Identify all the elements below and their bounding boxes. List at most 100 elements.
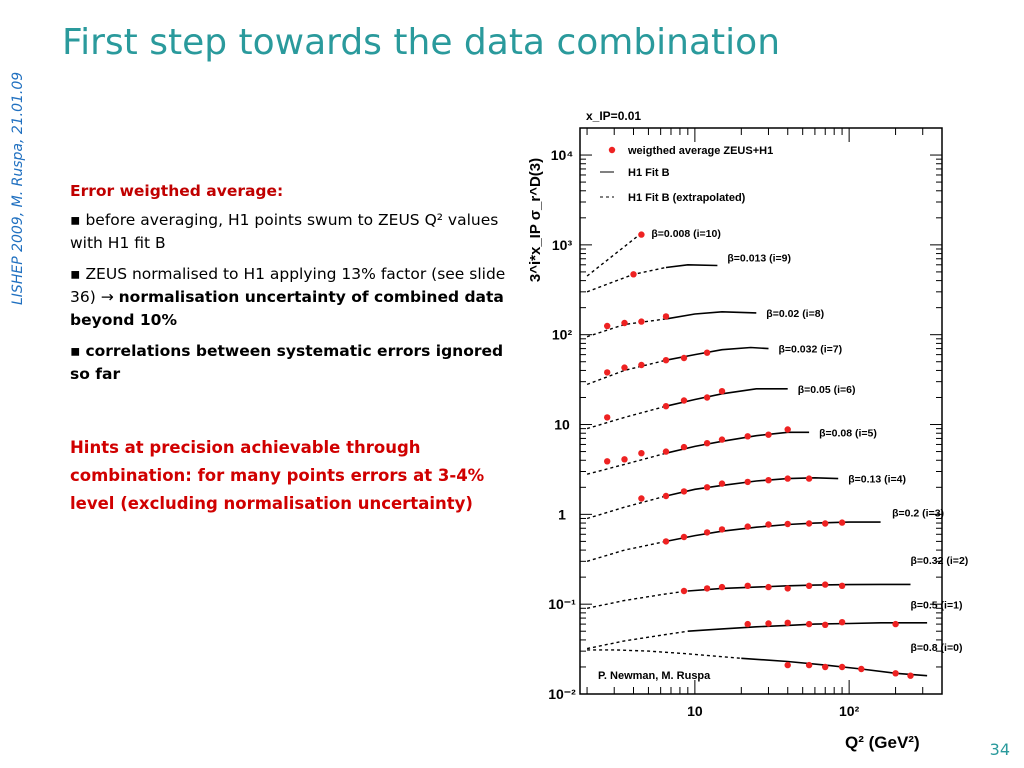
data-point (604, 322, 611, 330)
y-tick-label: 10⁻¹ (548, 596, 576, 612)
slide-title: First step towards the data combination (62, 22, 781, 63)
bullet-2: ▪ ZEUS normalised to H1 applying 13% fac… (70, 265, 506, 329)
data-point (638, 231, 645, 238)
data-point (784, 520, 791, 528)
data-point (805, 520, 813, 527)
arrow-icon: → (100, 288, 114, 306)
data-point (718, 388, 726, 395)
data-point (662, 403, 670, 410)
data-point (784, 475, 791, 482)
fit-curve-extrapolated (586, 318, 667, 338)
data-point (744, 478, 751, 486)
fit-curve (665, 521, 881, 543)
data-point (718, 480, 726, 487)
series-labels: β=0.008 (i=10) β=0.013 (i=9) β=0.02 (i=8) β… (651, 228, 968, 654)
data-point (744, 433, 751, 440)
fit-curve-extrapolated (586, 630, 688, 650)
panel-label: x_IP=0.01 (586, 109, 641, 123)
fit-curve-extrapolated (586, 540, 667, 562)
data-point (805, 620, 813, 628)
series-label: β=0.008 (i=10) (651, 228, 720, 240)
data-point (604, 369, 611, 376)
legend: weigthed average ZEUS+H1 H1 Fit B H1 Fit… (600, 145, 773, 204)
data-point (621, 319, 628, 327)
fit-curve (665, 431, 810, 454)
fit-curve-extrapolated (586, 266, 667, 293)
bullet-1-text: before averaging, H1 points swum to ZEUS… (70, 211, 499, 252)
data-point (680, 354, 688, 362)
fit-curves (586, 232, 928, 677)
series-label: β=0.8 (i=0) (911, 642, 963, 654)
data-point (765, 431, 772, 438)
data-point (858, 665, 865, 673)
series-label: β=0.032 (i=7) (779, 344, 843, 356)
data-point (744, 620, 751, 628)
data-point (718, 526, 726, 533)
fit-curve-extrapolated (586, 405, 667, 430)
data-point (907, 672, 914, 679)
data-point (838, 582, 846, 589)
data-point (718, 436, 726, 443)
data-point (822, 581, 829, 588)
data-point (630, 271, 637, 278)
data-point (680, 443, 688, 451)
data-points (604, 231, 914, 679)
series-label: β=0.05 (i=6) (798, 384, 856, 396)
series-label: β=0.13 (i=4) (848, 474, 906, 486)
data-point (680, 397, 688, 404)
bullet-3-text: correlations between systematic errors i… (70, 342, 504, 383)
y-tick-label: 10³ (552, 237, 573, 253)
fit-curve (665, 263, 718, 269)
data-point (703, 484, 711, 491)
fit-curve (665, 476, 839, 497)
page-number: 34 (989, 740, 1010, 759)
fit-curve (665, 310, 757, 320)
legend-entry-fit: H1 Fit B (628, 167, 670, 179)
data-point (703, 585, 711, 592)
data-point (703, 349, 711, 356)
x-tick-labels: 10 10² (687, 703, 859, 719)
bullet-1: ▪ before averaging, H1 points swum to ZE… (70, 211, 499, 252)
data-point (662, 448, 670, 455)
data-point (805, 475, 813, 482)
data-point (838, 663, 846, 671)
credit-label: P. Newman, M. Ruspa (598, 670, 711, 682)
fit-curve-extrapolated (586, 232, 642, 277)
data-point (604, 414, 611, 421)
data-point (822, 621, 829, 628)
y-tick-label: 10² (552, 327, 573, 343)
x-axis-label: Q² (GeV²) (845, 733, 920, 752)
y-tick-label: 10⁴ (551, 147, 574, 163)
bullet-2-text: ZEUS normalised to H1 applying 13% facto… (70, 265, 506, 306)
data-point (838, 519, 846, 526)
data-point (765, 521, 772, 528)
y-tick-labels: 10⁻² 10⁻¹ 1 10 10² 10³ 10⁴ (548, 147, 576, 702)
series-label: β=0.02 (i=8) (766, 308, 824, 320)
data-point (662, 492, 670, 500)
data-point (680, 488, 688, 495)
y-tick-label: 10⁻² (548, 686, 576, 702)
plot-frame (579, 127, 943, 695)
data-point (703, 529, 711, 536)
data-point (822, 663, 829, 671)
slide-text: Error weigthed average: ▪ before averagi… (70, 180, 510, 518)
y-tick-label: 1 (558, 506, 566, 522)
fit-curve-extrapolated (587, 649, 742, 659)
data-point (822, 520, 829, 527)
data-point (892, 670, 899, 677)
data-point (680, 587, 688, 595)
data-point (718, 583, 726, 591)
data-point (621, 456, 628, 463)
y-tick-label: 10 (554, 417, 570, 433)
y-axis-label: 3^i*x_IP σ_r^D(3) (527, 158, 544, 282)
data-point (744, 582, 751, 589)
fit-curve (687, 622, 928, 632)
x-tick-label: 10² (839, 703, 860, 719)
fit-curve (741, 657, 928, 677)
fit-curve-extrapolated (586, 452, 667, 475)
data-point (805, 582, 813, 589)
data-point (662, 357, 670, 364)
series-label: β=0.32 (i=2) (911, 555, 969, 567)
data-point (892, 620, 899, 628)
data-point (604, 458, 611, 465)
